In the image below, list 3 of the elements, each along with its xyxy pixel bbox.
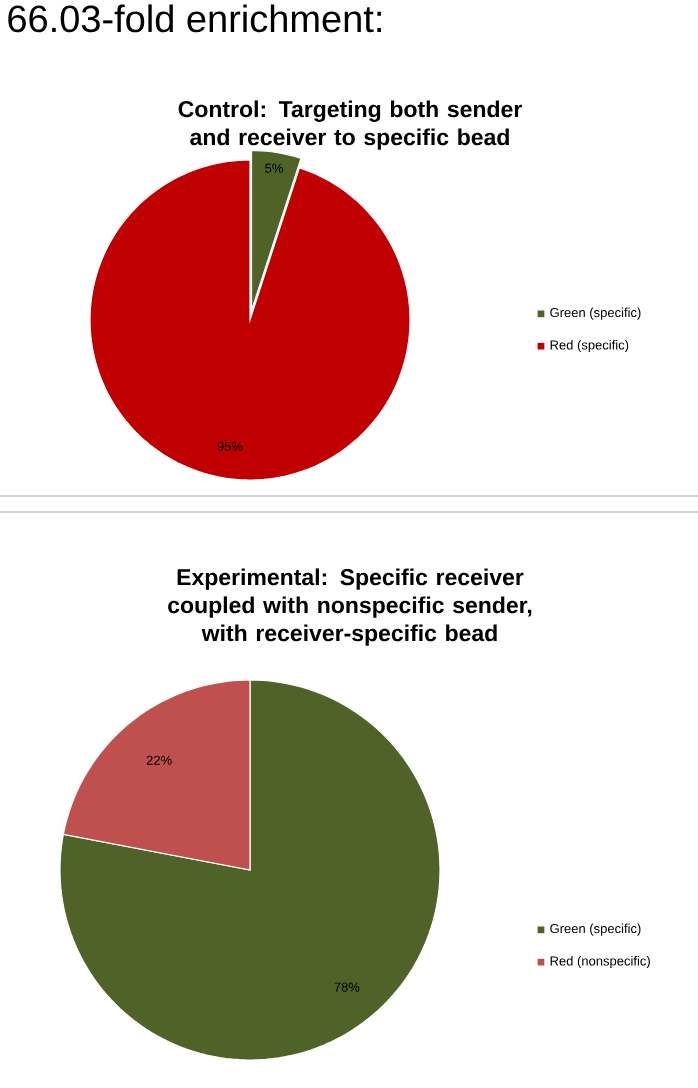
- chart-title: Control: Targeting both sender and receiver to specific bead: [178, 100, 522, 150]
- chart-title: Experimental: Specific receiver coupled with nonspecific sender, with receiver-specific bead: [168, 568, 532, 646]
- text: 66.03-fold enrichment:: [8, 4, 381, 33]
